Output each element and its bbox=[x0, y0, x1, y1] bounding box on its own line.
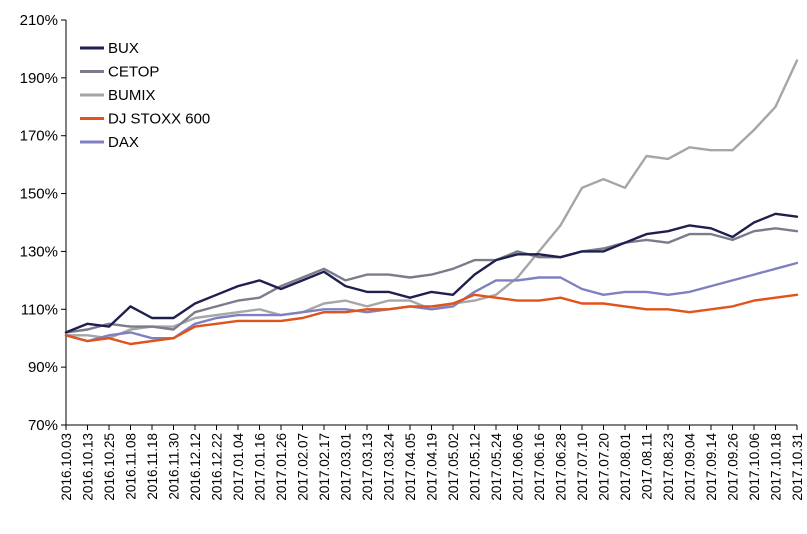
x-tick-label: 2017.02.07 bbox=[296, 433, 311, 501]
x-tick-label: 2017.03.13 bbox=[360, 433, 375, 501]
x-tick-label: 2017.07.10 bbox=[575, 433, 590, 501]
y-tick-label: 190% bbox=[20, 70, 58, 87]
x-tick-label: 2017.08.11 bbox=[640, 433, 655, 500]
series-line-bumix bbox=[64, 59, 799, 340]
x-tick-label: 2017.05.12 bbox=[468, 433, 483, 501]
x-tick-label: 2016.12.22 bbox=[210, 433, 225, 501]
x-tick-label: 2017.01.26 bbox=[274, 433, 289, 501]
x-tick-label: 2016.11.08 bbox=[124, 433, 139, 500]
series-line-bux bbox=[64, 212, 799, 334]
x-tick-label: 2017.06.28 bbox=[554, 433, 569, 501]
y-tick-label: 130% bbox=[20, 243, 58, 260]
x-tick-label: 2016.11.18 bbox=[145, 433, 160, 500]
x-tick-label: 2017.08.23 bbox=[661, 433, 676, 501]
legend: BUX CETOP BUMIX DJ STOXX 600 DAX bbox=[80, 40, 210, 151]
legend-label: BUMIX bbox=[108, 87, 156, 104]
x-tick-label: 2017.03.24 bbox=[382, 433, 397, 501]
y-tick-label: 150% bbox=[20, 186, 58, 203]
legend-label: CETOP bbox=[108, 64, 159, 81]
x-tick-label: 2016.10.03 bbox=[59, 433, 74, 501]
chart-axes bbox=[65, 20, 797, 426]
x-axis-ticks: 2016.10.03 2016.10.13 2016.10.25 2016.11.08… bbox=[59, 425, 805, 501]
x-tick-label: 2016.11.30 bbox=[167, 433, 182, 500]
x-tick-label: 2017.02.17 bbox=[317, 433, 332, 501]
y-tick-label: 210% bbox=[20, 12, 58, 29]
y-tick-label: 170% bbox=[20, 128, 58, 145]
legend-label: DJ STOXX 600 bbox=[108, 111, 210, 128]
x-tick-label: 2017.03.01 bbox=[339, 433, 354, 501]
x-tick-label: 2017.04.05 bbox=[403, 433, 418, 501]
x-tick-label: 2017.05.24 bbox=[489, 433, 504, 501]
x-tick-label: 2017.10.06 bbox=[747, 433, 762, 501]
x-tick-label: 2016.10.25 bbox=[102, 433, 117, 501]
x-tick-label: 2017.04.19 bbox=[425, 433, 440, 501]
x-tick-label: 2017.08.01 bbox=[618, 433, 633, 501]
x-tick-label: 2017.06.06 bbox=[511, 433, 526, 501]
legend-label: DAX bbox=[108, 134, 139, 151]
x-tick-label: 2017.10.18 bbox=[769, 433, 784, 501]
x-tick-label: 2016.12.12 bbox=[188, 433, 203, 501]
x-tick-label: 2017.06.16 bbox=[532, 433, 547, 501]
series-line-cetop bbox=[64, 227, 799, 334]
y-axis-ticks: 70% 90% 110% 130% 150% 170% 190% 210% bbox=[20, 12, 66, 434]
x-tick-label: 2017.05.02 bbox=[446, 433, 461, 501]
x-tick-label: 2017.01.16 bbox=[253, 433, 268, 501]
x-tick-label: 2017.07.20 bbox=[597, 433, 612, 501]
x-tick-label: 2016.10.13 bbox=[81, 433, 96, 501]
y-tick-label: 110% bbox=[21, 301, 58, 318]
x-tick-label: 2017.09.14 bbox=[704, 433, 719, 501]
x-tick-label: 2017.09.26 bbox=[726, 433, 741, 501]
x-tick-label: 2017.10.31 bbox=[790, 433, 805, 501]
series-line-dax bbox=[64, 261, 799, 343]
x-tick-label: 2017.09.04 bbox=[683, 433, 698, 501]
legend-label: BUX bbox=[108, 40, 139, 57]
series-lines bbox=[64, 59, 799, 346]
series-line-dj-stoxx-600 bbox=[64, 293, 799, 346]
y-tick-label: 70% bbox=[28, 417, 58, 434]
y-tick-label: 90% bbox=[28, 359, 58, 376]
x-tick-label: 2017.01.04 bbox=[231, 433, 246, 501]
